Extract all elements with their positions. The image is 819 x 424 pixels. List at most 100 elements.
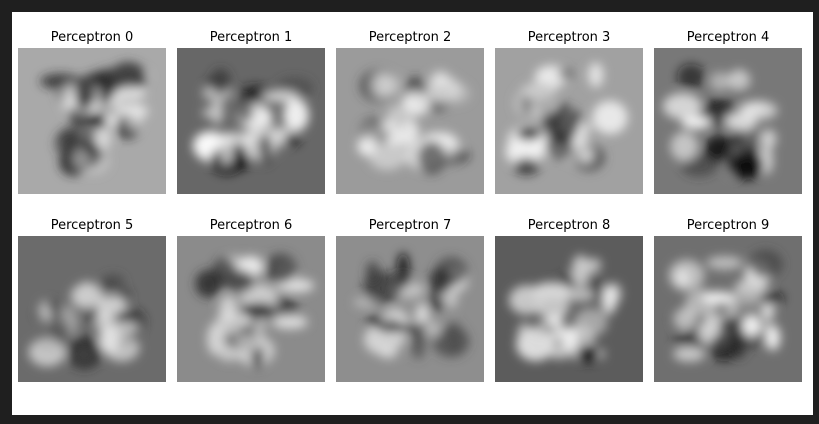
pattern-blob bbox=[215, 310, 245, 336]
pattern-blob bbox=[376, 322, 409, 334]
pattern-blob bbox=[681, 115, 711, 129]
pattern-blob bbox=[542, 110, 579, 142]
pattern-blob bbox=[706, 256, 744, 270]
pattern-blob bbox=[757, 291, 785, 305]
panel-title: Perceptron 3 bbox=[528, 30, 611, 45]
pattern-blob bbox=[517, 127, 542, 141]
pattern-blob bbox=[673, 346, 706, 362]
pattern-blob bbox=[283, 133, 301, 147]
image-pattern bbox=[195, 253, 315, 370]
pattern-blob bbox=[210, 98, 224, 125]
weight-image bbox=[177, 236, 325, 382]
image-pattern bbox=[508, 254, 622, 364]
image-pattern bbox=[357, 69, 471, 175]
pattern-blob bbox=[670, 131, 699, 162]
pattern-blob bbox=[103, 321, 140, 335]
weight-image bbox=[177, 48, 325, 194]
image-background bbox=[336, 236, 484, 382]
panel-title: Perceptron 0 bbox=[51, 30, 134, 45]
pattern-blob bbox=[366, 261, 380, 285]
pattern-blob bbox=[724, 296, 740, 321]
panel-title: Perceptron 7 bbox=[369, 218, 452, 233]
pattern-blob bbox=[662, 93, 702, 120]
pattern-blob bbox=[727, 69, 751, 92]
pattern-blob bbox=[283, 98, 309, 132]
pattern-blob bbox=[522, 325, 555, 358]
pattern-blob bbox=[528, 100, 559, 116]
pattern-blob bbox=[105, 114, 119, 128]
pattern-blob bbox=[261, 90, 299, 103]
pattern-blob bbox=[383, 75, 401, 96]
pattern-blob bbox=[534, 293, 570, 319]
panel-title: Perceptron 1 bbox=[210, 30, 293, 45]
panel-title: Perceptron 8 bbox=[528, 218, 611, 233]
pattern-blob bbox=[417, 141, 446, 175]
pattern-blob bbox=[226, 269, 255, 293]
pattern-blob bbox=[109, 62, 147, 93]
image-pattern bbox=[662, 63, 778, 180]
pattern-blob bbox=[734, 161, 753, 172]
weight-image bbox=[654, 236, 802, 382]
pattern-blob bbox=[70, 283, 105, 310]
pattern-blob bbox=[428, 268, 453, 295]
panel-title: Perceptron 9 bbox=[687, 218, 770, 233]
pattern-blob bbox=[675, 268, 690, 287]
pattern-blob bbox=[592, 100, 628, 135]
pattern-blob bbox=[388, 104, 404, 119]
weight-image bbox=[495, 236, 643, 382]
image-pattern bbox=[668, 249, 785, 362]
pattern-blob bbox=[383, 113, 417, 136]
pattern-blob bbox=[72, 147, 89, 169]
weight-image bbox=[495, 48, 643, 194]
pattern-blob bbox=[588, 62, 604, 88]
pattern-blob bbox=[677, 63, 706, 90]
pattern-blob bbox=[424, 322, 442, 338]
pattern-blob bbox=[734, 278, 769, 296]
weight-image bbox=[18, 236, 166, 382]
pattern-blob bbox=[760, 299, 775, 321]
pattern-blob bbox=[708, 333, 740, 362]
pattern-blob bbox=[513, 158, 540, 175]
image-pattern bbox=[192, 68, 314, 176]
pattern-blob bbox=[101, 274, 125, 289]
pattern-blob bbox=[521, 82, 557, 101]
pattern-blob bbox=[360, 123, 385, 145]
pattern-blob bbox=[601, 284, 617, 315]
pattern-blob bbox=[748, 249, 783, 279]
pattern-blob bbox=[369, 143, 406, 171]
pattern-blob bbox=[559, 325, 579, 351]
pattern-blob bbox=[115, 86, 146, 100]
pattern-blob bbox=[431, 70, 450, 86]
panel-title: Perceptron 2 bbox=[369, 30, 452, 45]
pattern-blob bbox=[411, 331, 425, 360]
image-pattern bbox=[505, 62, 628, 175]
pattern-blob bbox=[44, 299, 60, 311]
pattern-blob bbox=[573, 307, 608, 337]
image-pattern bbox=[353, 252, 470, 360]
pattern-blob bbox=[558, 68, 574, 81]
pattern-blob bbox=[73, 349, 94, 361]
pattern-blob bbox=[234, 334, 267, 351]
pattern-blob bbox=[124, 108, 142, 130]
pattern-blob bbox=[544, 133, 576, 159]
pattern-blob bbox=[586, 257, 602, 273]
weight-image bbox=[654, 48, 802, 194]
pattern-blob bbox=[104, 294, 122, 305]
pattern-blob bbox=[701, 291, 736, 304]
image-pattern bbox=[28, 274, 146, 370]
pattern-blob bbox=[760, 129, 777, 149]
pattern-blob bbox=[673, 308, 698, 330]
pattern-blob bbox=[379, 348, 398, 359]
pattern-blob bbox=[210, 68, 231, 95]
pattern-blob bbox=[85, 114, 110, 130]
pattern-blob bbox=[240, 302, 276, 318]
pattern-blob bbox=[742, 313, 761, 338]
pattern-blob bbox=[236, 99, 254, 124]
pattern-blob bbox=[50, 320, 71, 343]
pattern-blob bbox=[672, 334, 692, 345]
pattern-blob bbox=[54, 130, 81, 157]
image-pattern bbox=[40, 62, 150, 176]
panel-title: Perceptron 6 bbox=[210, 218, 293, 233]
